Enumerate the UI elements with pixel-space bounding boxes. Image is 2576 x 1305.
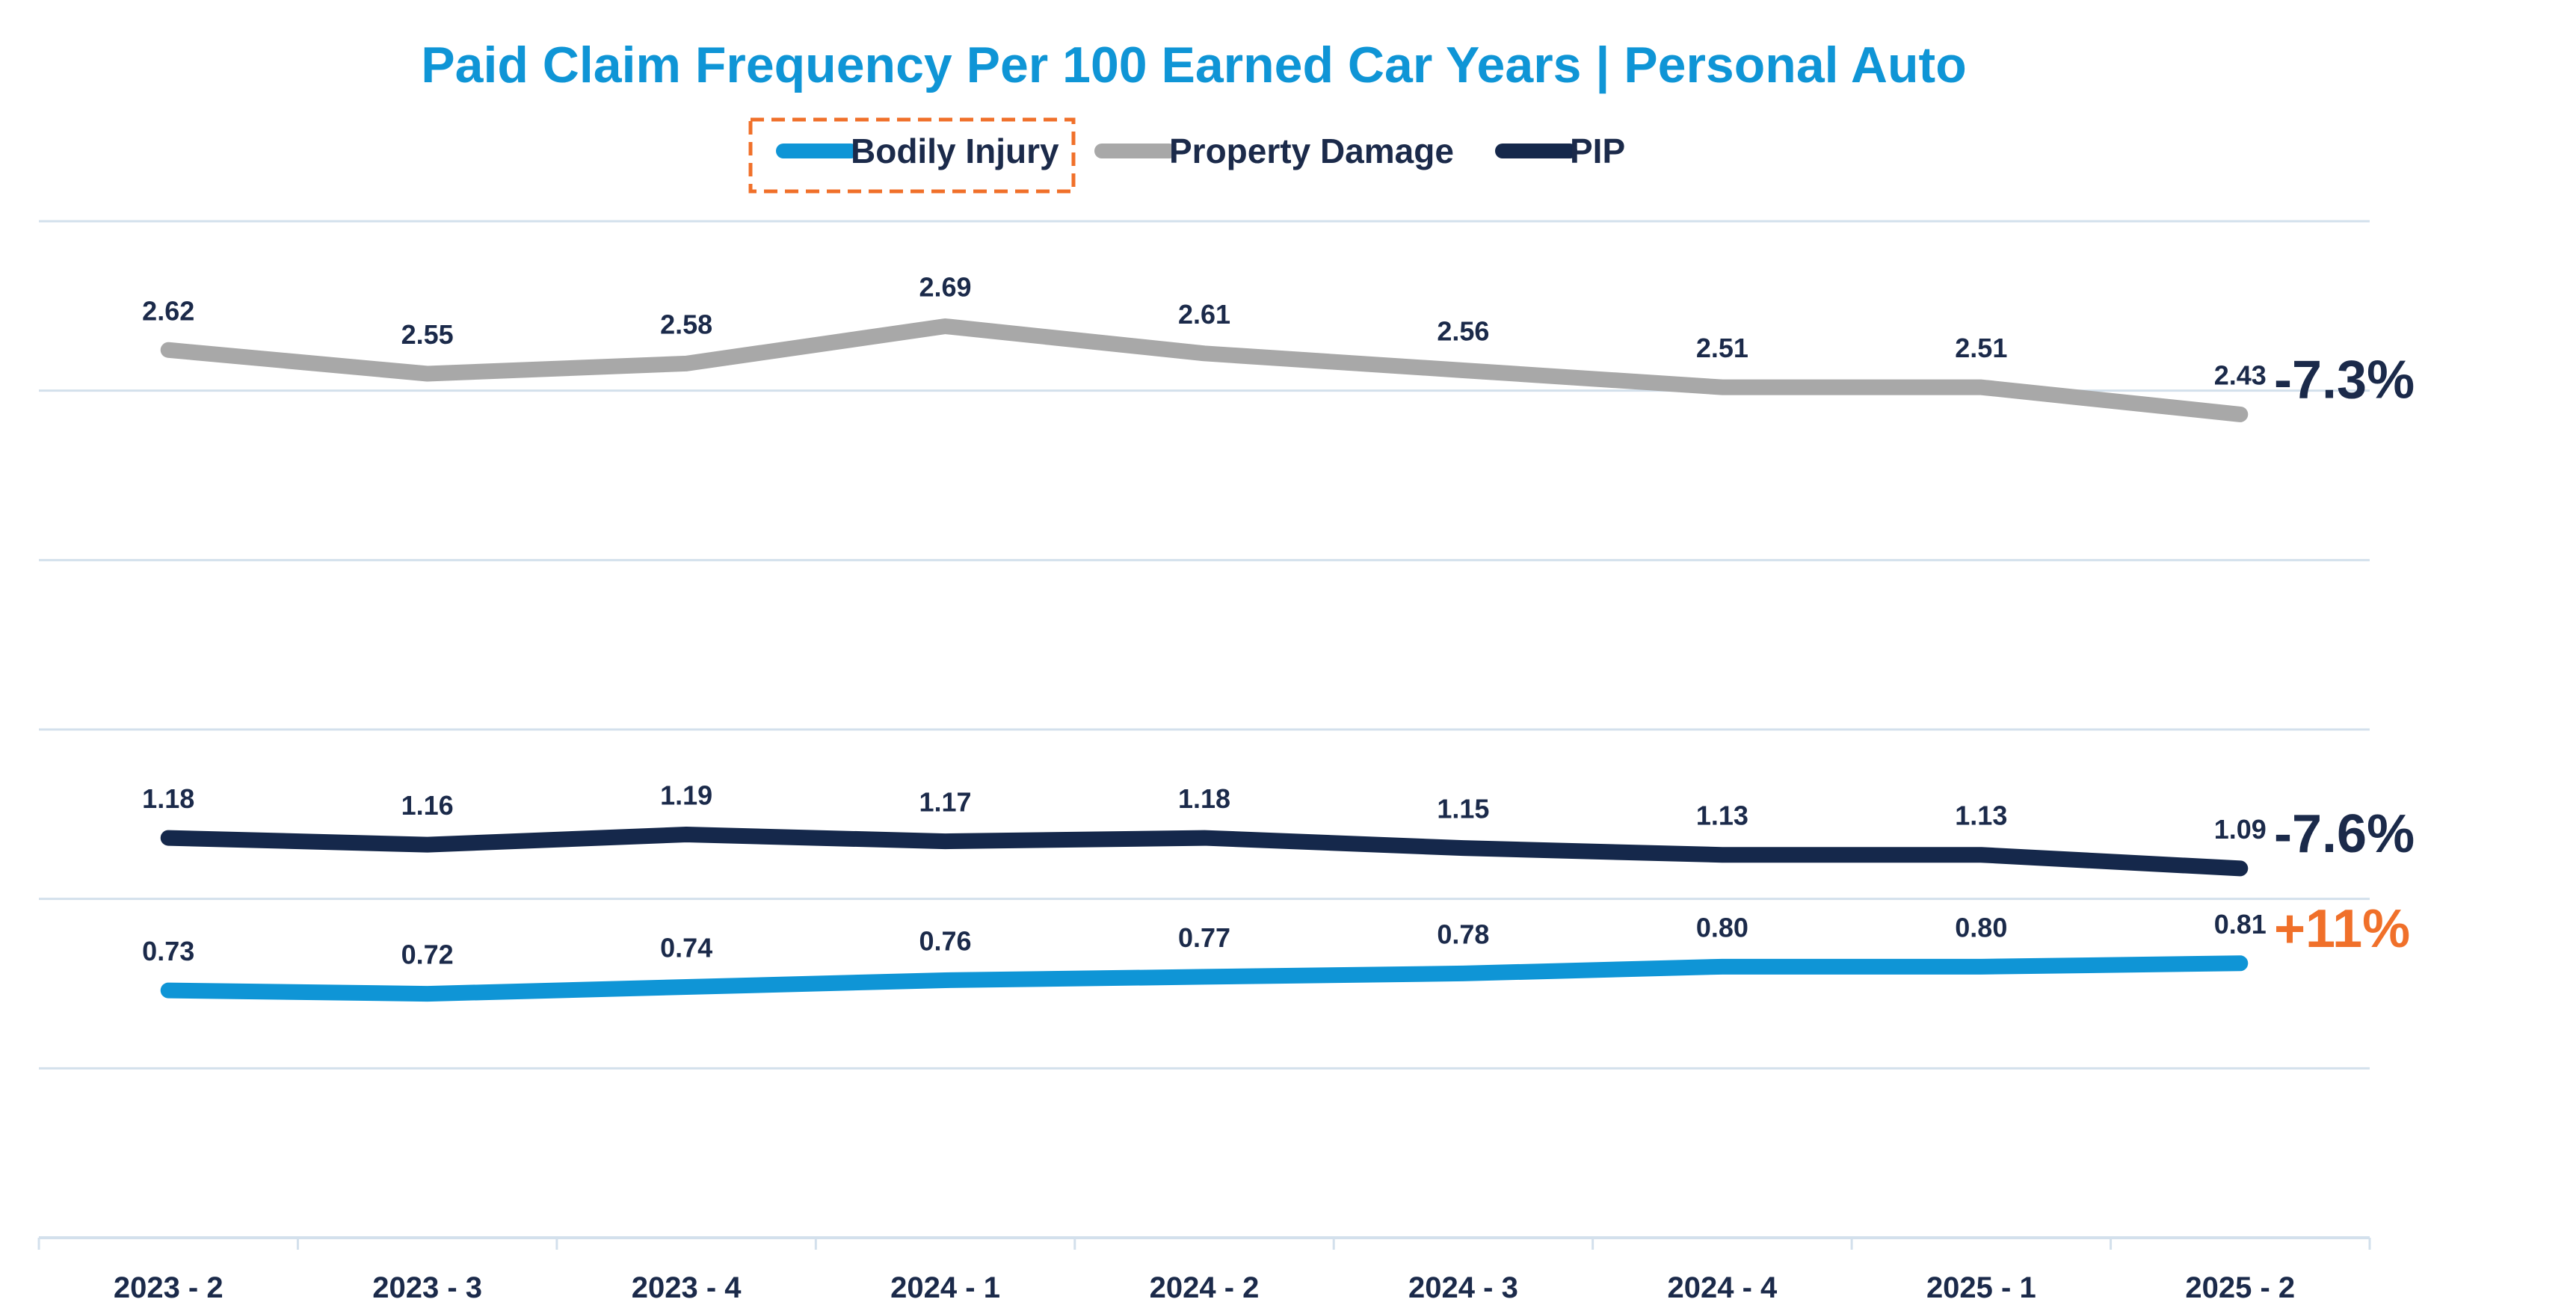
data-label: 2.51 [1696,333,1748,363]
legend-label: PIP [1570,132,1625,170]
x-axis: 2023 - 2 2023 - 3 2023 - 4 2024 - 1 2024 - 2… [37,1236,2371,1304]
legend: Bodily Injury Property Damage PIP [748,117,1625,194]
x-tick-label: 2023 - 4 [632,1271,742,1304]
data-label: 0.72 [401,940,454,970]
change-label-bodily-injury: +11% [2274,899,2410,959]
data-label: 0.77 [1178,922,1230,953]
legend-item-property-damage: Property Damage [1094,132,1454,170]
change-label-pip: -7.6% [2274,804,2415,864]
data-label: 1.15 [1437,794,1489,824]
x-tick-label: 2025 - 1 [1926,1271,2036,1304]
data-label: 1.13 [1955,800,2007,831]
chart-title: Paid Claim Frequency Per 100 Earned Car … [421,37,1966,94]
data-label: 1.17 [919,787,972,818]
data-label: 0.80 [1696,912,1748,942]
x-tick-label: 2023 - 3 [372,1271,482,1304]
data-label: 1.09 [2214,814,2267,845]
data-label: 0.80 [1955,912,2007,942]
data-label: 0.76 [919,925,972,956]
data-label: 2.69 [919,272,972,303]
series-line-pip [160,827,2249,877]
series-line-bodily-injury [160,955,2249,1002]
data-label: 2.43 [2214,360,2267,390]
data-label: 1.13 [1696,800,1748,831]
data-labels: 0.73 0.72 0.74 0.76 0.77 0.78 0.80 0.80 0.81 2.62… [142,272,2267,970]
data-label: 0.81 [2214,909,2267,940]
legend-label: Bodily Injury [851,132,1059,170]
data-label: 2.55 [401,319,454,350]
x-tick-label: 2023 - 2 [114,1271,224,1304]
data-label: 1.18 [142,783,194,814]
data-label: 0.74 [660,933,712,963]
legend-highlight-box [748,117,1076,194]
legend-label: Property Damage [1169,132,1454,170]
data-label: 2.62 [142,295,194,326]
x-tick-label: 2024 - 1 [890,1271,1000,1304]
x-tick-label: 2024 - 4 [1667,1271,1778,1304]
data-label: 2.58 [660,309,712,339]
data-label: 2.56 [1437,315,1489,346]
series-lines [160,318,2249,1002]
x-tick-label: 2024 - 3 [1408,1271,1518,1304]
legend-item-bodily-injury: Bodily Injury [748,117,1076,194]
data-label: 1.19 [660,780,712,811]
data-label: 1.18 [1178,783,1230,814]
data-label: 2.61 [1178,299,1230,330]
x-tick-label: 2025 - 2 [2185,1271,2295,1304]
data-label: 1.16 [401,790,454,821]
x-tick-label: 2024 - 2 [1150,1271,1260,1304]
data-label: 0.78 [1437,919,1489,949]
series-line-property-damage [160,318,2249,422]
change-label-property-damage: -7.3% [2274,350,2415,410]
data-label: 0.73 [142,936,194,966]
legend-item-pip: PIP [1495,132,1625,170]
data-label: 2.51 [1955,333,2007,363]
change-labels: +11% -7.3% -7.6% [2274,350,2415,958]
